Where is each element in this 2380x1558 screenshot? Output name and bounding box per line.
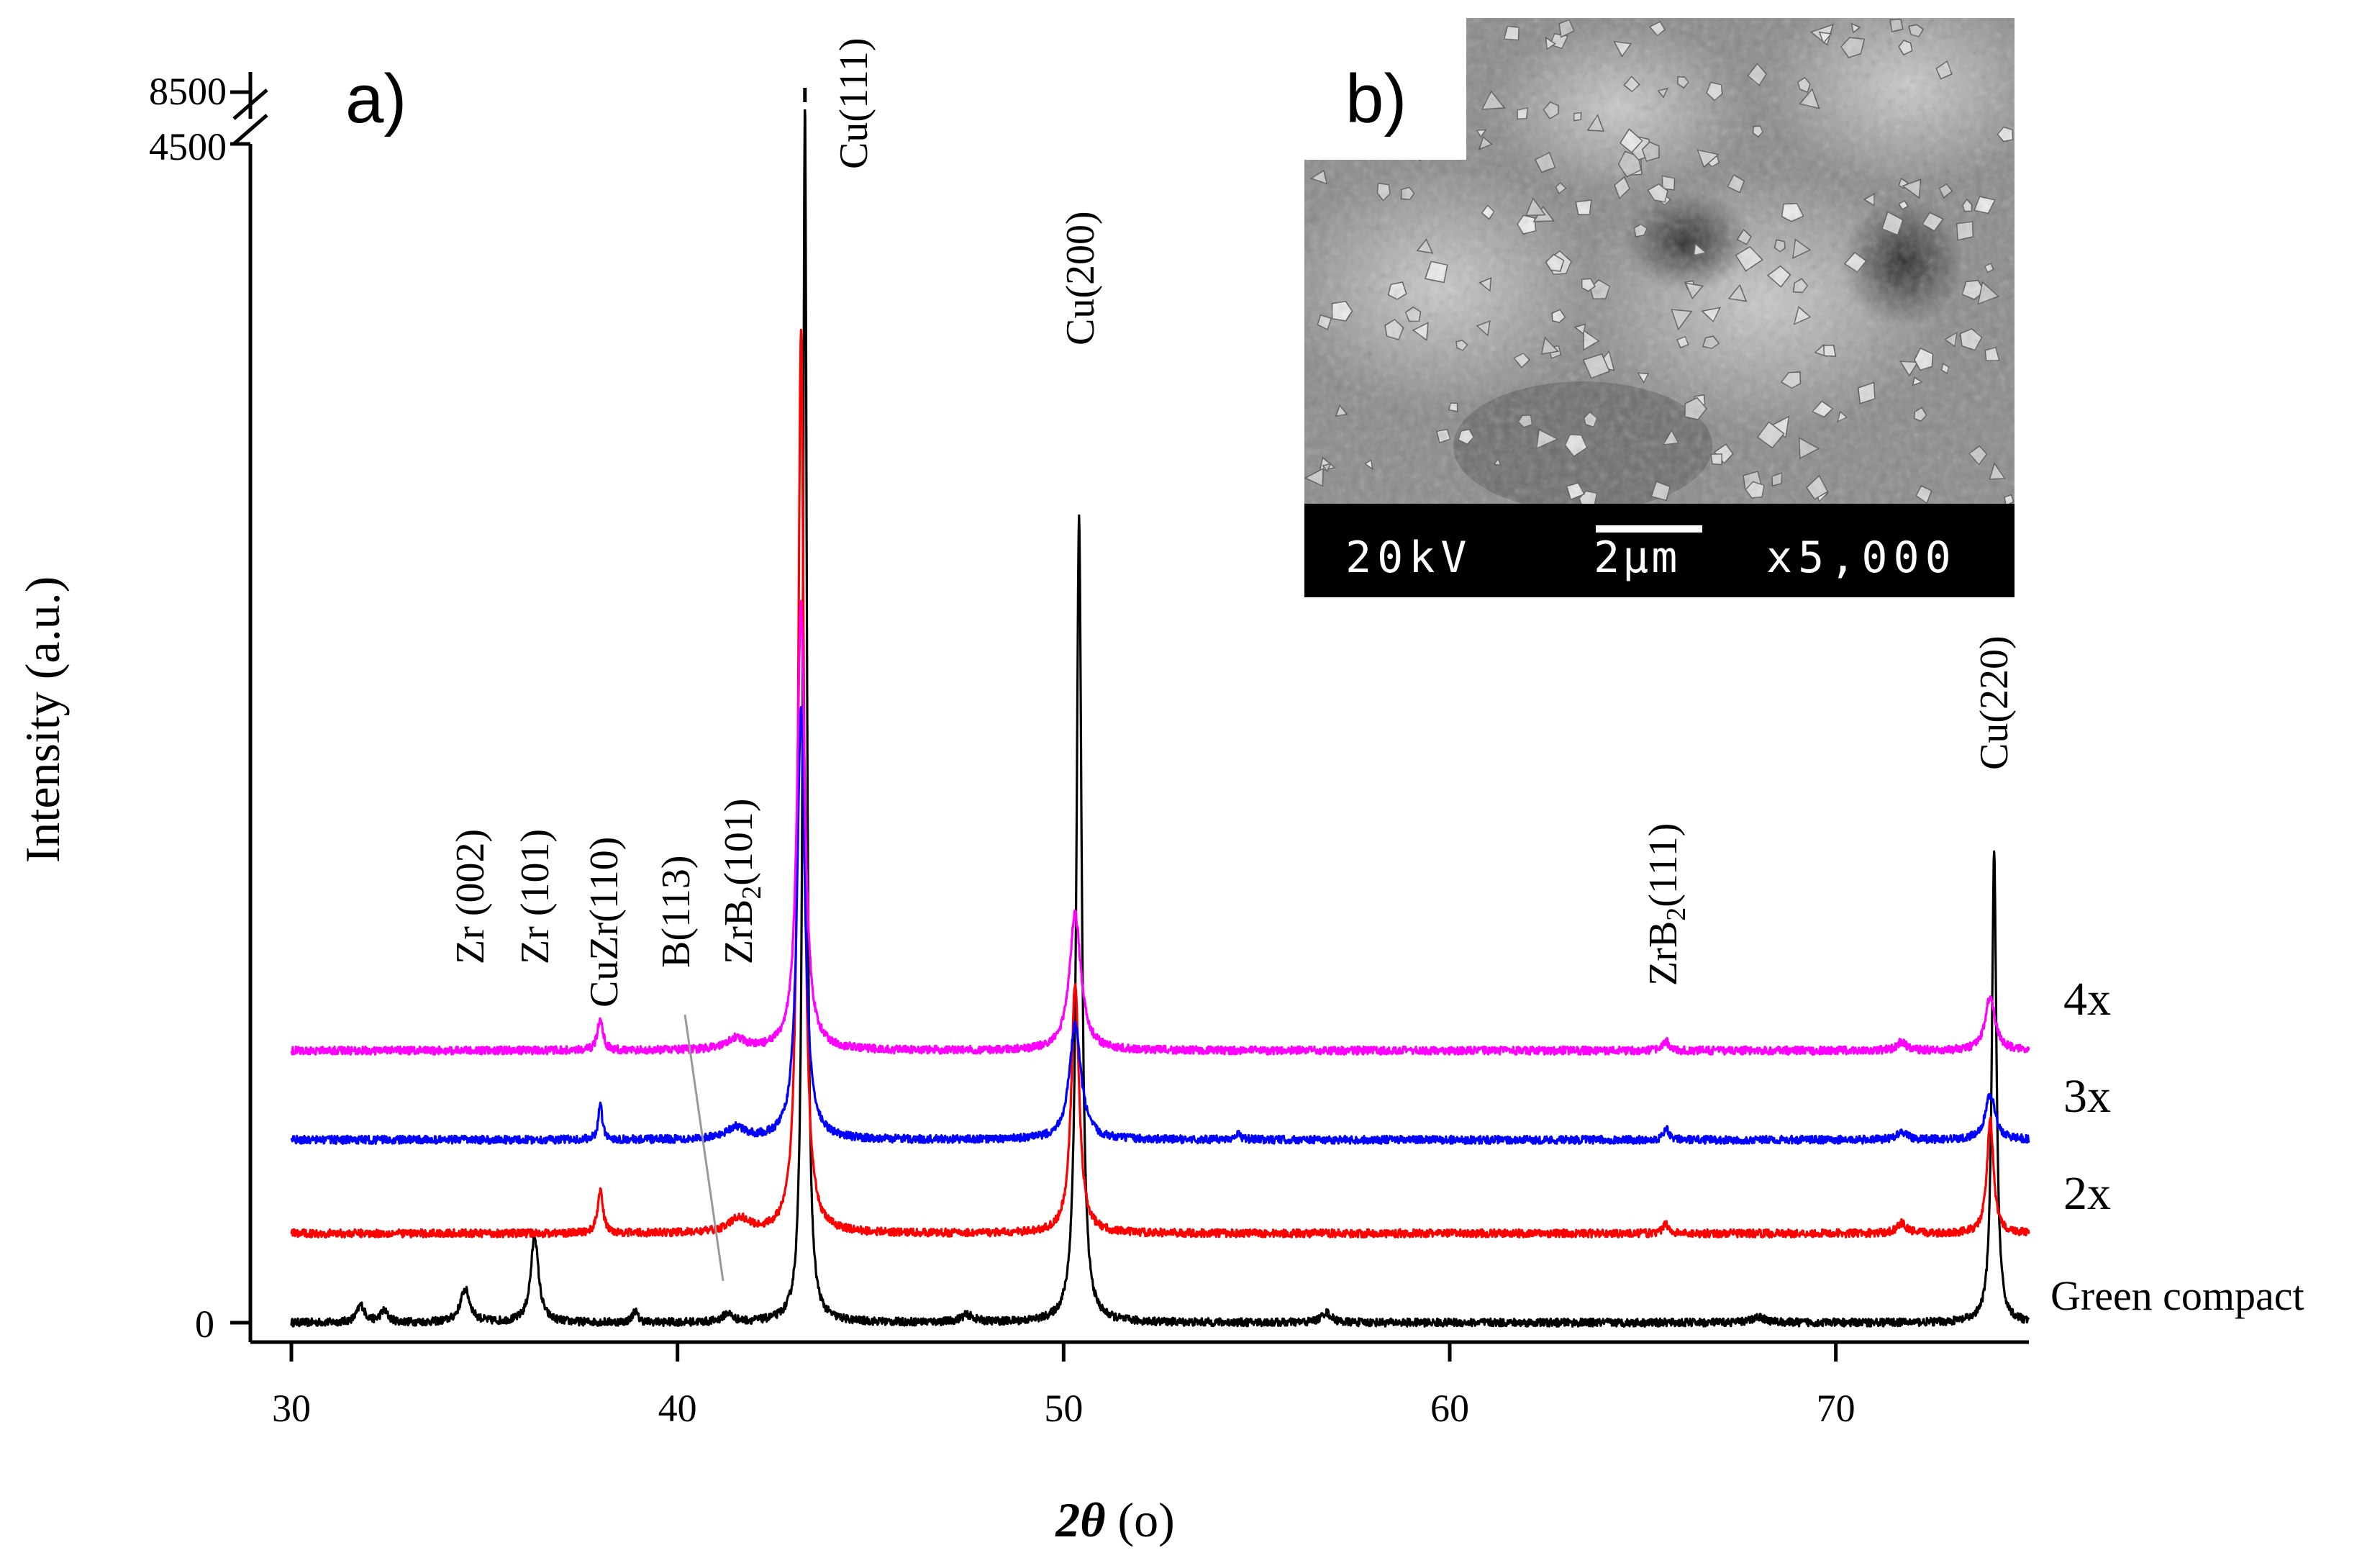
x-axis-label-symbol: 2θ (1055, 1493, 1105, 1547)
x-tick-label: 60 (1430, 1387, 1469, 1430)
sem-scale-bar (1596, 525, 1702, 533)
series-label-2x: 2x (2063, 1167, 2111, 1220)
y-axis-label: Intensity (a.u.) (15, 576, 70, 863)
series-line-4x (290, 599, 2030, 1056)
annotation-cu220: Cu(220) (1972, 635, 2017, 770)
annotation-cu111: Cu(111) (832, 38, 876, 170)
panel-label-b: b) (1345, 60, 1407, 137)
annotation-zr002: Zr (002) (448, 829, 493, 964)
series-line-green-compact (290, 104, 2030, 1328)
x-tick-label: 50 (1044, 1387, 1083, 1430)
series-line-3x (290, 706, 2030, 1145)
traces (290, 81, 2030, 1328)
x-ticks: 30 40 50 60 70 (272, 1342, 1856, 1430)
series-label-4x: 4x (2063, 973, 2111, 1025)
annotation-zr101: Zr (101) (513, 829, 558, 964)
annotation-cuzr110: CuZr(110) (582, 837, 627, 1007)
y-axis-break-mark (232, 114, 268, 145)
x-axis-label: 2θ (o) (1055, 1493, 1175, 1547)
series-line-2x (290, 328, 2030, 1238)
sem-voltage: 20kV (1345, 533, 1473, 583)
annotation-b113: B(113) (654, 855, 699, 968)
sem-magnification: x5,000 (1766, 533, 1957, 583)
y-tick-label-0: 0 (195, 1303, 214, 1346)
y-axis-break-mark (232, 89, 268, 120)
b113-pointer-line (683, 1014, 725, 1282)
sem-info-bar (1304, 504, 2015, 597)
x-axis-label-unit: (o) (1118, 1493, 1175, 1547)
panel-label-a: a) (345, 60, 406, 137)
sem-inset: 20kV 2μm x5,000 b) (1304, 18, 2015, 597)
series-label-green-compact: Green compact (2050, 1272, 2304, 1319)
sem-scale-label: 2μm (1594, 533, 1680, 583)
axes (248, 72, 2029, 1344)
annotation-zrb2-101: ZrB2(101) (717, 798, 767, 964)
series-label-3x: 3x (2063, 1070, 2111, 1123)
y-tick-label-8500: 8500 (149, 70, 227, 113)
annotation-zrb2-111: ZrB2(111) (1641, 823, 1691, 986)
annotation-cu200: Cu(200) (1058, 211, 1103, 345)
y-axis-break (230, 89, 268, 1325)
x-tick-label: 30 (272, 1387, 311, 1430)
x-tick-label: 40 (658, 1387, 697, 1430)
x-tick-label: 70 (1817, 1387, 1856, 1430)
y-tick-label-4500: 4500 (149, 125, 227, 168)
